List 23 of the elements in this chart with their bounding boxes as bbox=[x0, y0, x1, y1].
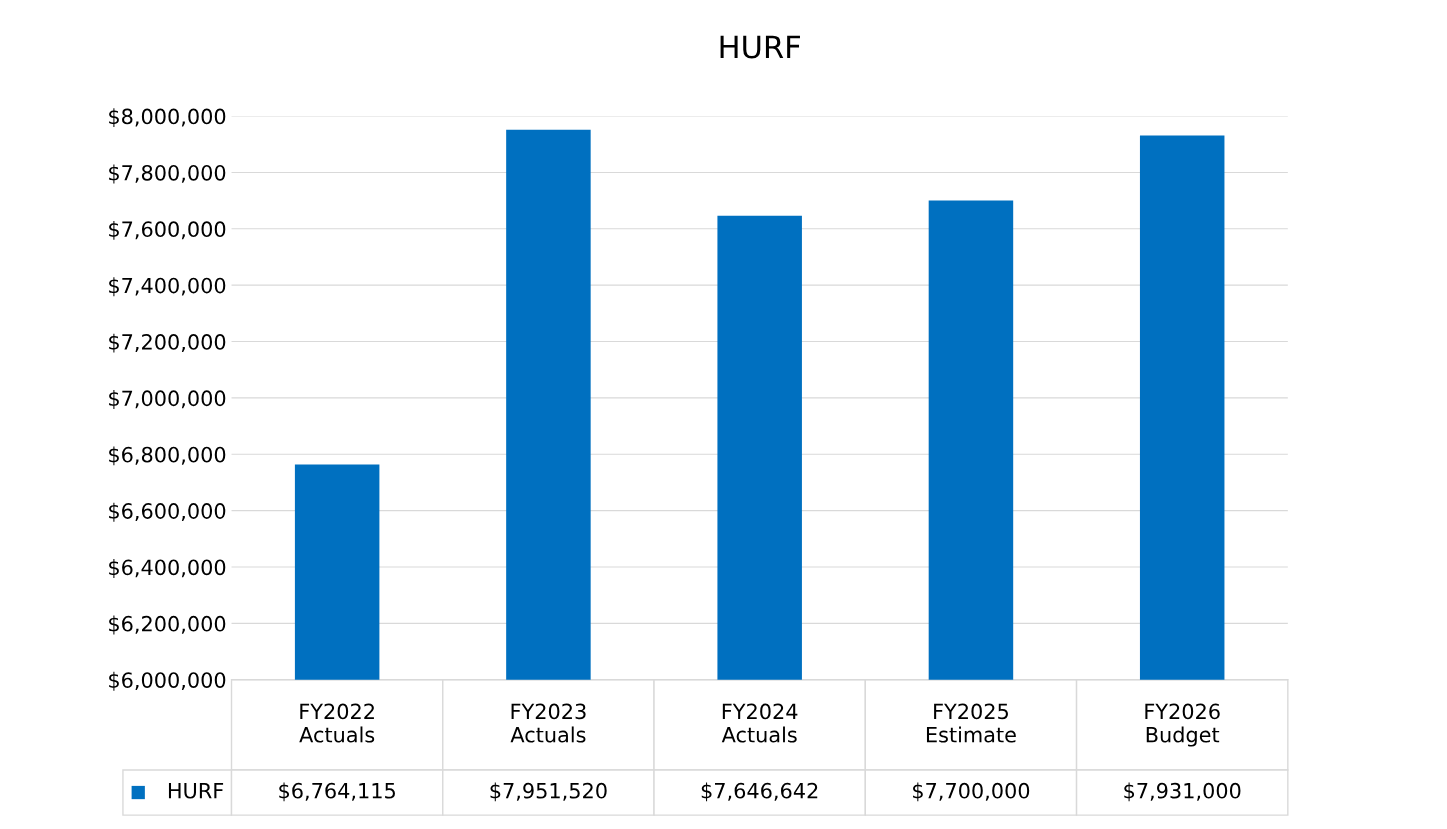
y-tick-label: $7,600,000 bbox=[109, 220, 226, 240]
y-tick-label: $7,400,000 bbox=[109, 277, 226, 297]
x-tick-label: FY2024 Actuals bbox=[721, 703, 798, 743]
x-tick-label: FY2022 Actuals bbox=[299, 703, 375, 743]
y-tick-label: $6,800,000 bbox=[109, 446, 226, 466]
y-tick-label: $8,000,000 bbox=[109, 108, 226, 128]
y-tick-label: $6,400,000 bbox=[109, 559, 226, 579]
y-tick-label: $6,600,000 bbox=[109, 502, 226, 522]
chart-title: HURF bbox=[720, 35, 800, 59]
x-tick-label: FY2026 Budget bbox=[1145, 703, 1220, 747]
data-label: $7,931,000 bbox=[1124, 782, 1241, 802]
data-label: $7,951,520 bbox=[490, 782, 607, 802]
y-tick-label: $6,000,000 bbox=[109, 671, 226, 691]
x-tick-label: FY2023 Actuals bbox=[510, 703, 586, 743]
y-tick-label: $6,200,000 bbox=[109, 615, 226, 635]
data-label: $7,700,000 bbox=[913, 782, 1030, 802]
data-label: $6,764,115 bbox=[279, 782, 395, 802]
x-tick-label: FY2025 Estimate bbox=[926, 703, 1016, 743]
y-tick-label: $7,800,000 bbox=[109, 164, 226, 184]
y-tick-label: $7,200,000 bbox=[109, 333, 226, 353]
data-label: $7,646,642 bbox=[701, 782, 818, 802]
y-tick-label: $7,000,000 bbox=[109, 390, 226, 409]
legend-label: HURF bbox=[168, 783, 224, 799]
